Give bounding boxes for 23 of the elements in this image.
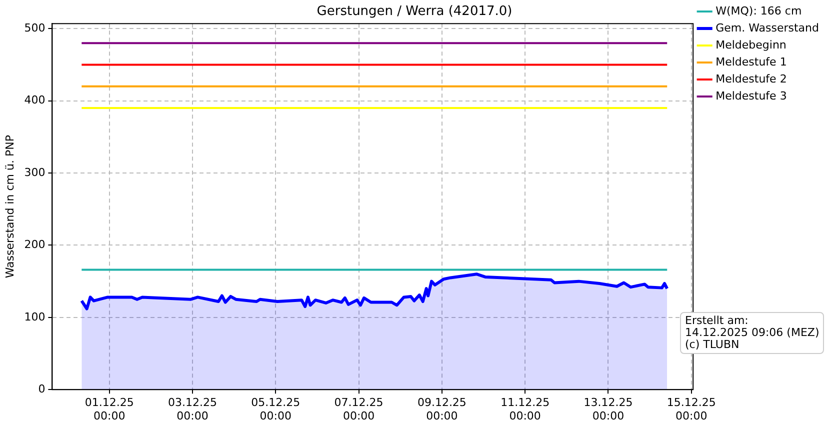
x-tick-label: 03.12.25 00:00 <box>168 396 217 422</box>
legend-label: W(MQ): 166 cm <box>716 4 802 18</box>
y-tick-label: 500 <box>24 22 46 35</box>
legend-label: Meldestufe 3 <box>716 89 787 102</box>
x-tick-label: 07.12.25 00:00 <box>334 396 384 422</box>
legend-label: Meldestufe 2 <box>716 72 787 86</box>
y-tick-label: 200 <box>24 238 46 252</box>
x-tick-label: 09.12.25 00:00 <box>417 396 466 422</box>
y-tick-label: 100 <box>24 310 46 324</box>
legend-label: Meldebeginn <box>716 38 786 52</box>
x-tick-label: 05.12.25 00:00 <box>251 396 300 422</box>
x-tick-label: 11.12.25 00:00 <box>500 396 550 422</box>
legend-label: Meldestufe 1 <box>716 55 787 68</box>
legend-label: Gem. Wasserstand <box>716 21 819 34</box>
x-tick-label: 01.12.25 00:00 <box>84 396 134 422</box>
y-tick-label: 0 <box>38 382 46 396</box>
annotation: Erstellt am: 14.12.2025 09:06 (MEZ) (c) TLUBN <box>680 312 824 354</box>
x-tick-label: 13.12.25 00:00 <box>584 396 633 422</box>
y-tick-label: 400 <box>24 94 46 107</box>
y-tick-label: 300 <box>24 166 46 179</box>
chart-title: Gerstungen / Werra (42017.0) <box>316 4 512 20</box>
x-tick-label: 15.12.25 00:00 <box>666 396 716 422</box>
y-axis-title: Wasserstand in cm ü. PNP <box>3 134 16 278</box>
